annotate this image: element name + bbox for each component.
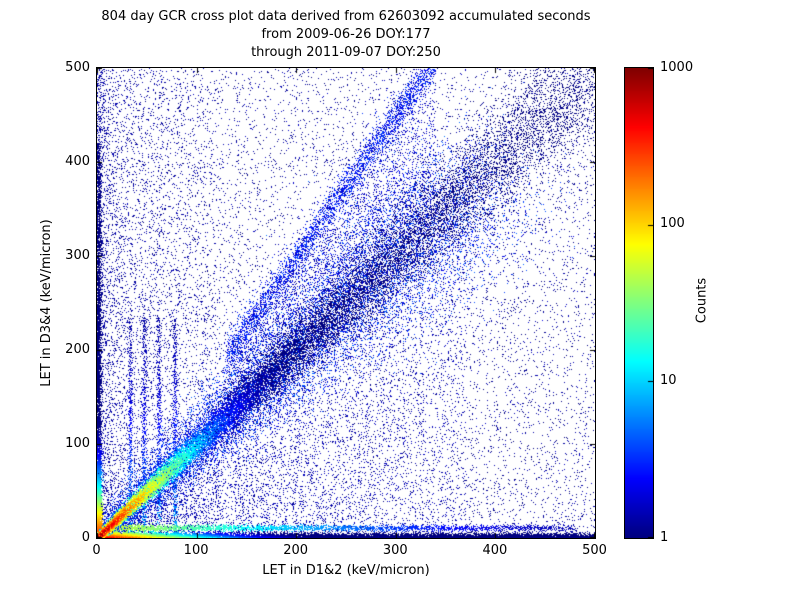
colorbar-tick-label: 100 bbox=[660, 216, 685, 232]
chart-title-line-2: from 2009-06-26 DOY:177 bbox=[261, 27, 431, 42]
x-tick-label: 400 bbox=[482, 543, 508, 558]
colorbar bbox=[624, 67, 654, 539]
y-tick-label: 400 bbox=[65, 153, 90, 169]
plot-area bbox=[96, 67, 596, 539]
x-tick-label: 300 bbox=[382, 543, 408, 558]
y-tick-label: 300 bbox=[65, 247, 90, 263]
colorbar-label: Counts bbox=[694, 277, 710, 324]
x-tick-label: 200 bbox=[283, 543, 309, 558]
scatter-density-canvas bbox=[97, 68, 595, 538]
chart-title-line-1: 804 day GCR cross plot data derived from… bbox=[101, 9, 591, 24]
x-tick-label: 0 bbox=[92, 543, 101, 558]
y-axis-label: LET in D3&4 (keV/micron) bbox=[39, 219, 54, 387]
y-tick-label: 0 bbox=[81, 529, 90, 545]
colorbar-gradient-canvas bbox=[625, 68, 653, 538]
x-axis-label: LET in D1&2 (keV/micron) bbox=[262, 563, 430, 578]
y-tick-label: 200 bbox=[65, 341, 90, 357]
y-tick-label: 100 bbox=[65, 435, 90, 451]
colorbar-tick-label: 1000 bbox=[660, 59, 694, 75]
x-tick-label: 100 bbox=[183, 543, 209, 558]
colorbar-tick-label: 10 bbox=[660, 372, 677, 388]
chart-title-line-3: through 2011-09-07 DOY:250 bbox=[251, 45, 441, 60]
y-tick-label: 500 bbox=[65, 59, 90, 75]
x-tick-label: 500 bbox=[582, 543, 607, 558]
colorbar-tick-label: 1 bbox=[660, 529, 669, 545]
